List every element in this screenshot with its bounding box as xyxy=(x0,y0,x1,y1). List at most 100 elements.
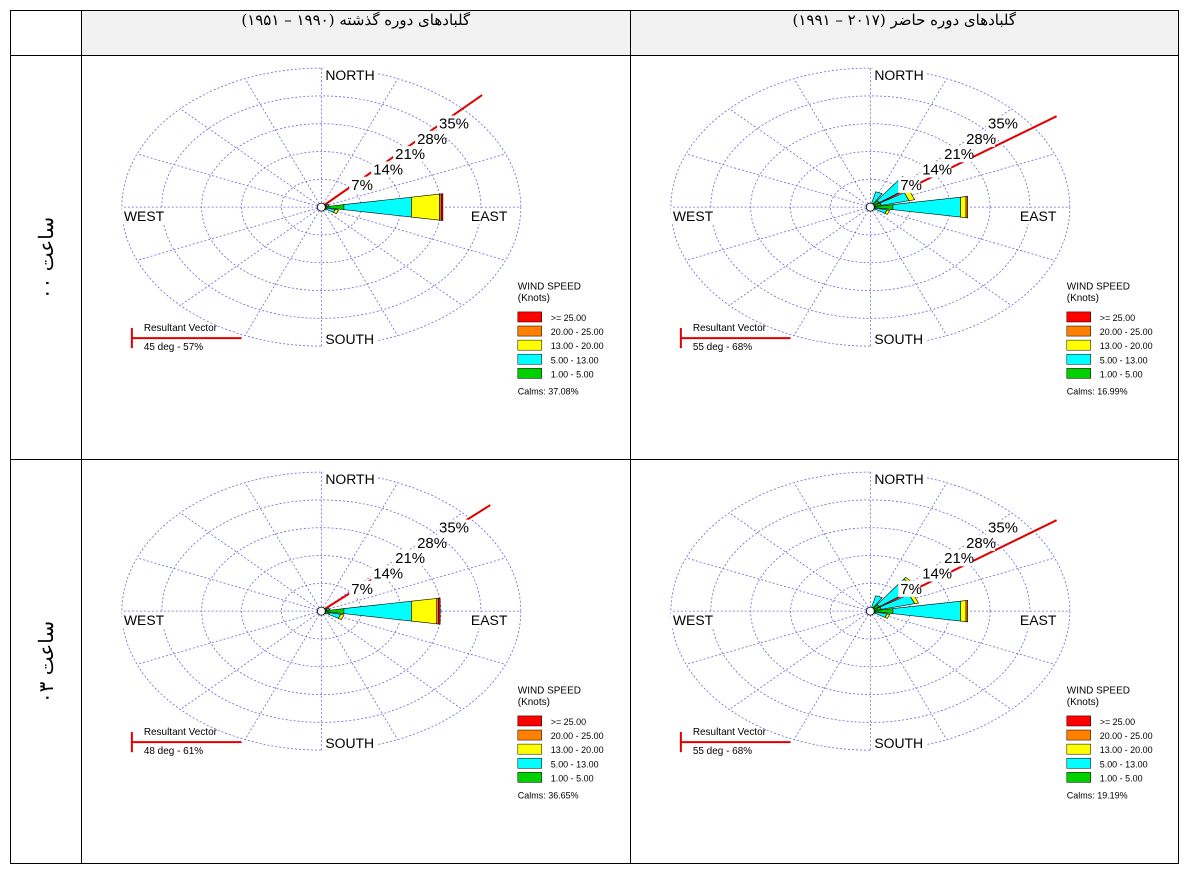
windrose-petal-segment xyxy=(965,196,968,219)
windrose-petal-segment xyxy=(959,600,966,623)
compass-east-label: EAST xyxy=(1019,208,1056,224)
legend-class-label: 1.00 - 5.00 xyxy=(551,773,594,783)
legend-swatch xyxy=(1066,729,1091,741)
legend-class-label: >= 25.00 xyxy=(551,717,586,727)
legend-swatch xyxy=(1066,743,1091,755)
grid-spoke xyxy=(793,482,871,612)
grid-spoke xyxy=(244,78,322,208)
legend-swatch xyxy=(517,339,542,351)
legend-class-label: 13.00 - 20.00 xyxy=(1099,745,1152,755)
compass-west-label: WEST xyxy=(672,612,713,628)
compass-label-bg xyxy=(871,735,926,752)
grid-spoke xyxy=(136,610,322,665)
ring-label-bg xyxy=(919,565,951,582)
compass-label-bg xyxy=(871,331,926,348)
ring-label-bg xyxy=(919,161,951,178)
ring-label-bg xyxy=(985,115,1017,132)
compass-east-label: EAST xyxy=(471,208,508,224)
wind-speed-legend-units: (Knots) xyxy=(518,293,550,304)
compass-north-label: NORTH xyxy=(325,471,374,487)
legend-swatch xyxy=(517,772,542,783)
compass-label-bg xyxy=(323,67,378,84)
grid-spoke xyxy=(793,610,871,740)
ring-label-bg xyxy=(349,580,372,597)
ring-label-5: 35% xyxy=(439,520,469,537)
grid-spoke xyxy=(244,206,322,336)
ring-label-bg xyxy=(941,146,973,163)
compass-label-bg xyxy=(1017,208,1062,225)
ring-label-bg xyxy=(415,534,447,551)
legend-class-label: 20.00 - 25.00 xyxy=(551,327,604,337)
ring-label-3: 21% xyxy=(944,146,974,163)
legend-swatch xyxy=(517,311,542,323)
ring-label-3: 21% xyxy=(944,550,974,567)
grid-spoke xyxy=(321,206,506,261)
windrose-petal-segment xyxy=(325,607,331,611)
windrose-petal-segment xyxy=(959,196,966,219)
grid-spoke xyxy=(728,206,871,306)
grid-spoke xyxy=(685,610,870,665)
legend-class-label: >= 25.00 xyxy=(551,313,586,323)
windrose-petal-segment xyxy=(337,614,345,620)
legend-swatch xyxy=(517,743,542,755)
resultant-vector-value: 55 deg - 68% xyxy=(692,746,751,757)
grid-spoke xyxy=(321,557,506,612)
row-label-hour-03: ساعت ۰۳ xyxy=(34,620,58,703)
compass-label-bg xyxy=(871,471,926,488)
legend-swatch xyxy=(1066,772,1091,783)
windrose-panel-past-03: NORTH SOUTH EAST WEST 7% 14% 21% 28% 35% Resultan… xyxy=(81,459,631,864)
calm-center-circle xyxy=(865,202,875,212)
ring-label-bg xyxy=(371,161,403,178)
compass-label-bg xyxy=(121,208,166,225)
ring-label-2: 14% xyxy=(922,565,952,582)
resultant-vector-title: Resultant Vector xyxy=(144,727,218,738)
wind-speed-legend-title: WIND SPEED xyxy=(1066,282,1129,293)
grid-spoke xyxy=(180,512,322,612)
ring-label-bg xyxy=(985,519,1017,536)
grid-spoke xyxy=(180,206,322,306)
compass-label-bg xyxy=(121,612,166,629)
compass-south-label: SOUTH xyxy=(325,735,374,751)
compass-south-label: SOUTH xyxy=(874,331,923,347)
row-label-hour-00: ساعت ۰۰ xyxy=(34,216,58,299)
windrose-petal-segment xyxy=(883,209,890,215)
ring-label-4: 28% xyxy=(966,535,996,552)
ring-label-1: 7% xyxy=(351,581,373,598)
ring-label-bg xyxy=(415,130,447,147)
resultant-vector-title: Resultant Vector xyxy=(692,727,766,738)
windrose-petal-segment xyxy=(965,600,968,623)
wind-speed-legend-units: (Knots) xyxy=(1066,293,1098,304)
grid-spoke xyxy=(728,512,871,612)
legend-class-label: 20.00 - 25.00 xyxy=(551,731,604,741)
ring-label-bg xyxy=(393,146,425,163)
grid-spoke xyxy=(869,206,1055,261)
ring-label-1: 7% xyxy=(900,581,922,598)
ring-label-bg xyxy=(941,550,973,567)
grid-spoke xyxy=(244,610,322,740)
ring-label-2: 14% xyxy=(373,565,403,582)
legend-class-label: 20.00 - 25.00 xyxy=(1099,327,1152,337)
legend-swatch xyxy=(517,353,542,365)
calms-label: Calms: 19.19% xyxy=(1066,790,1127,800)
grid-spoke xyxy=(869,206,947,336)
windrose-petal-segment xyxy=(333,209,339,214)
grid-ring xyxy=(669,67,1070,347)
grid-spoke xyxy=(136,206,322,261)
ring-label-5: 35% xyxy=(988,520,1018,537)
ring-label-3: 21% xyxy=(395,550,425,567)
legend-class-label: 13.00 - 20.00 xyxy=(1099,341,1152,351)
grid-spoke xyxy=(685,153,870,208)
resultant-vector-value: 55 deg - 68% xyxy=(692,342,751,353)
row-label-cell-03: ساعت ۰۳ xyxy=(10,459,82,864)
grid-spoke xyxy=(321,153,506,208)
windrose-petal-segment xyxy=(440,193,444,221)
windrose-chart-present-00: NORTH SOUTH EAST WEST 7%14%21%28%35% Resultan… xyxy=(669,67,1152,397)
ring-label-bg xyxy=(393,550,425,567)
ring-label-bg xyxy=(897,176,920,193)
ring-label-1: 7% xyxy=(900,177,922,194)
wind-speed-legend-title: WIND SPEED xyxy=(518,282,581,293)
grid-ring xyxy=(121,67,522,347)
corner-cell xyxy=(10,10,82,56)
compass-north-label: NORTH xyxy=(325,67,374,83)
legend-swatch xyxy=(1066,353,1091,365)
